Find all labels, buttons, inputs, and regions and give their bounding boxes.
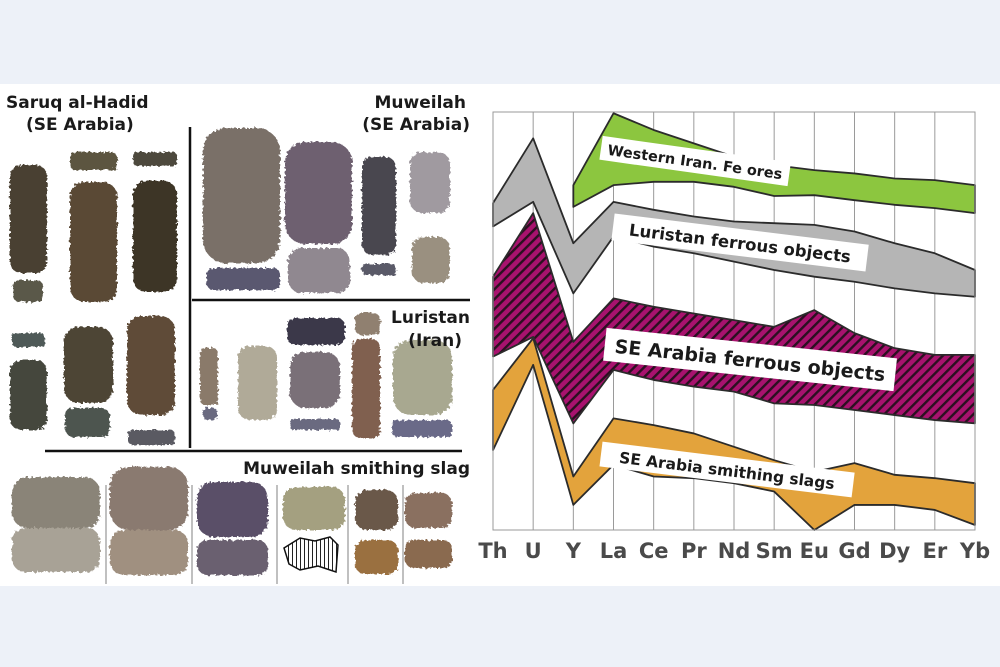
artifact-photo bbox=[362, 264, 396, 275]
artifact-photo bbox=[355, 540, 398, 574]
artifact-photo bbox=[405, 493, 452, 528]
artifact-photo bbox=[197, 482, 268, 537]
plot-frame bbox=[492, 111, 976, 531]
label-muweilah: Muweilah bbox=[375, 93, 466, 113]
artifact-photo bbox=[128, 430, 175, 445]
artifact-photo bbox=[12, 477, 100, 528]
artifact-photo bbox=[10, 360, 47, 430]
artifact-photo bbox=[12, 333, 45, 347]
artifact-photo bbox=[70, 182, 117, 302]
artifact-photo bbox=[355, 313, 380, 335]
artifact-photo bbox=[200, 348, 218, 405]
figure: Saruq al-Hadid (SE Arabia) Muweilah (SE … bbox=[6, 93, 990, 584]
x-tick-labels: Th U Y La Ce Pr Nd Sm Eu Gd Dy Er Yb bbox=[478, 539, 990, 563]
x-tick-ce: Ce bbox=[639, 539, 669, 563]
x-tick-er: Er bbox=[922, 539, 947, 563]
artifact-photo bbox=[110, 467, 188, 530]
x-tick-pr: Pr bbox=[681, 539, 707, 563]
x-tick-eu: Eu bbox=[800, 539, 829, 563]
artifact-photo bbox=[70, 152, 117, 170]
artifact-photo bbox=[13, 280, 43, 302]
panel-dividers bbox=[45, 127, 470, 584]
x-tick-sm: Sm bbox=[756, 539, 793, 563]
artifact-photo bbox=[287, 318, 345, 345]
artifact-photo bbox=[352, 339, 380, 438]
x-tick-u: U bbox=[525, 539, 542, 563]
artifact-photo bbox=[285, 142, 352, 244]
figure-panel: Saruq al-Hadid (SE Arabia) Muweilah (SE … bbox=[0, 84, 1000, 586]
x-tick-nd: Nd bbox=[718, 539, 751, 563]
artifact-photo bbox=[64, 327, 113, 403]
artifact-photo bbox=[410, 152, 450, 213]
label-slag: Muweilah smithing slag bbox=[243, 459, 470, 479]
artifact-photo bbox=[127, 316, 175, 415]
artifact-photo bbox=[65, 408, 110, 437]
x-tick-th: Th bbox=[478, 539, 507, 563]
artifact-photo bbox=[393, 340, 452, 415]
artifact-photo bbox=[197, 540, 268, 575]
label-muweilah-region: (SE Arabia) bbox=[362, 115, 470, 135]
group-labels: Saruq al-Hadid (SE Arabia) Muweilah (SE … bbox=[6, 93, 470, 479]
artifact-photo bbox=[362, 157, 396, 255]
artifact-photo bbox=[355, 490, 398, 530]
x-tick-yb: Yb bbox=[959, 539, 990, 563]
artifact-photo bbox=[405, 540, 452, 568]
ree-spider-chart: Western Iran. Fe ores Luristan ferrous o… bbox=[478, 111, 990, 563]
label-box bbox=[599, 135, 791, 187]
artifact-photo bbox=[392, 420, 452, 437]
label-saruq-region: (SE Arabia) bbox=[26, 115, 134, 135]
artifact-photo bbox=[290, 352, 340, 408]
label-luristan: Luristan bbox=[391, 308, 470, 328]
artifact-photo bbox=[203, 408, 217, 420]
artifact-photo bbox=[133, 152, 177, 166]
label-saruq: Saruq al-Hadid bbox=[6, 93, 149, 113]
artifact-photo bbox=[290, 419, 340, 430]
artifact-photo bbox=[110, 530, 188, 575]
x-tick-la: La bbox=[600, 539, 628, 563]
x-tick-gd: Gd bbox=[838, 539, 870, 563]
artifact-photos bbox=[10, 128, 452, 575]
artifact-photo bbox=[133, 181, 177, 292]
label-box bbox=[603, 327, 897, 392]
artifact-photo bbox=[238, 346, 277, 420]
artifact-photo bbox=[12, 528, 100, 572]
artifact-photo bbox=[207, 268, 280, 290]
artifact-photo bbox=[10, 165, 47, 273]
artifact-outline-drawing bbox=[283, 536, 339, 574]
artifact-photo bbox=[412, 237, 450, 283]
label-box bbox=[611, 213, 869, 272]
x-tick-y: Y bbox=[565, 539, 582, 563]
label-box bbox=[599, 441, 855, 498]
x-tick-dy: Dy bbox=[879, 539, 910, 563]
artifact-photo bbox=[203, 128, 280, 263]
artifact-photo bbox=[288, 248, 350, 293]
label-luristan-region: (Iran) bbox=[408, 331, 462, 351]
artifact-photo bbox=[283, 487, 345, 530]
